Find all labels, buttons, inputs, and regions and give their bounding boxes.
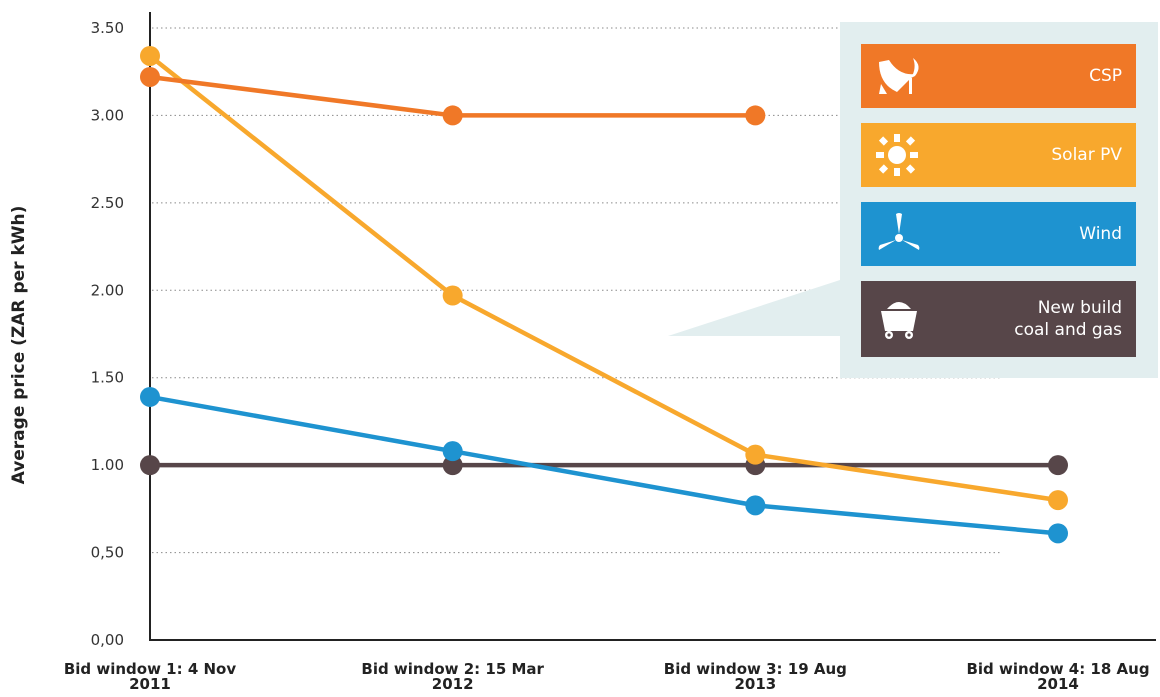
x-tick-label: Bid window 4: 18 Aug bbox=[966, 660, 1149, 678]
data-point-wind bbox=[1048, 523, 1068, 544]
series-csp bbox=[140, 66, 766, 126]
series-lines bbox=[140, 45, 1068, 544]
y-tick-label: 3.50 bbox=[91, 19, 124, 37]
data-point-wind bbox=[140, 386, 160, 407]
series-new-build-coal-and-gas bbox=[140, 455, 1068, 476]
data-point-wind bbox=[745, 495, 766, 516]
axes bbox=[149, 12, 1156, 641]
y-tick-label: 2.00 bbox=[91, 281, 124, 299]
x-tick-label: 2014 bbox=[1037, 675, 1079, 693]
x-tick-label: 2013 bbox=[734, 675, 776, 693]
wind-turbine-icon bbox=[875, 212, 923, 256]
series-solar-pv bbox=[140, 45, 1068, 511]
legend-label: Solar PV bbox=[1051, 145, 1122, 165]
y-tick-label: 1.50 bbox=[91, 369, 124, 387]
data-point-csp bbox=[442, 105, 463, 126]
y-tick-label: 3.00 bbox=[91, 106, 124, 124]
y-axis-label: Average price (ZAR per kWh) bbox=[9, 206, 29, 485]
x-tick-label: 2011 bbox=[129, 675, 171, 693]
y-tick-label: 2.50 bbox=[91, 194, 124, 212]
sun-icon bbox=[875, 133, 923, 177]
data-point-solar-pv bbox=[140, 45, 160, 66]
data-point-solar-pv bbox=[745, 444, 766, 465]
data-point-wind bbox=[442, 441, 463, 462]
y-tick-label: 0,00 bbox=[91, 631, 124, 649]
x-tick-label: Bid window 3: 19 Aug bbox=[664, 660, 847, 678]
legend-label: New build coal and gas bbox=[1014, 298, 1122, 340]
series-line-wind bbox=[147, 394, 1061, 536]
legend-item-wind: Wind bbox=[861, 202, 1136, 266]
data-point-solar-pv bbox=[1048, 490, 1068, 511]
data-point-new-build-coal-and-gas bbox=[442, 455, 463, 476]
series-line-solar-pv bbox=[147, 53, 1061, 503]
data-point-csp bbox=[745, 105, 766, 126]
data-point-new-build-coal-and-gas bbox=[1048, 455, 1068, 476]
coal-cart-icon bbox=[875, 297, 923, 341]
data-point-csp bbox=[140, 66, 160, 87]
legend-item-csp: CSP bbox=[861, 44, 1136, 108]
legend-item-solar-pv: Solar PV bbox=[861, 123, 1136, 187]
data-point-new-build-coal-and-gas bbox=[140, 455, 160, 476]
x-tick-label: 2012 bbox=[432, 675, 474, 693]
x-tick-label: Bid window 2: 15 Mar bbox=[361, 660, 544, 678]
y-tick-label: 1.00 bbox=[91, 456, 124, 474]
y-tick-label: 0,50 bbox=[91, 544, 124, 562]
legend-label: CSP bbox=[1089, 66, 1122, 86]
csp-dish-icon bbox=[875, 54, 923, 98]
series-wind bbox=[140, 386, 1068, 544]
legend-item-new-build-coal-and-gas: New build coal and gas bbox=[861, 281, 1136, 357]
data-point-solar-pv bbox=[442, 285, 463, 306]
x-tick-label: Bid window 1: 4 Nov bbox=[64, 660, 237, 678]
y-axis-ticks: 0,00 0,50 1.00 1.50 2.00 2.50 3.00 3.50 bbox=[91, 19, 124, 649]
legend-label: Wind bbox=[1079, 224, 1122, 244]
